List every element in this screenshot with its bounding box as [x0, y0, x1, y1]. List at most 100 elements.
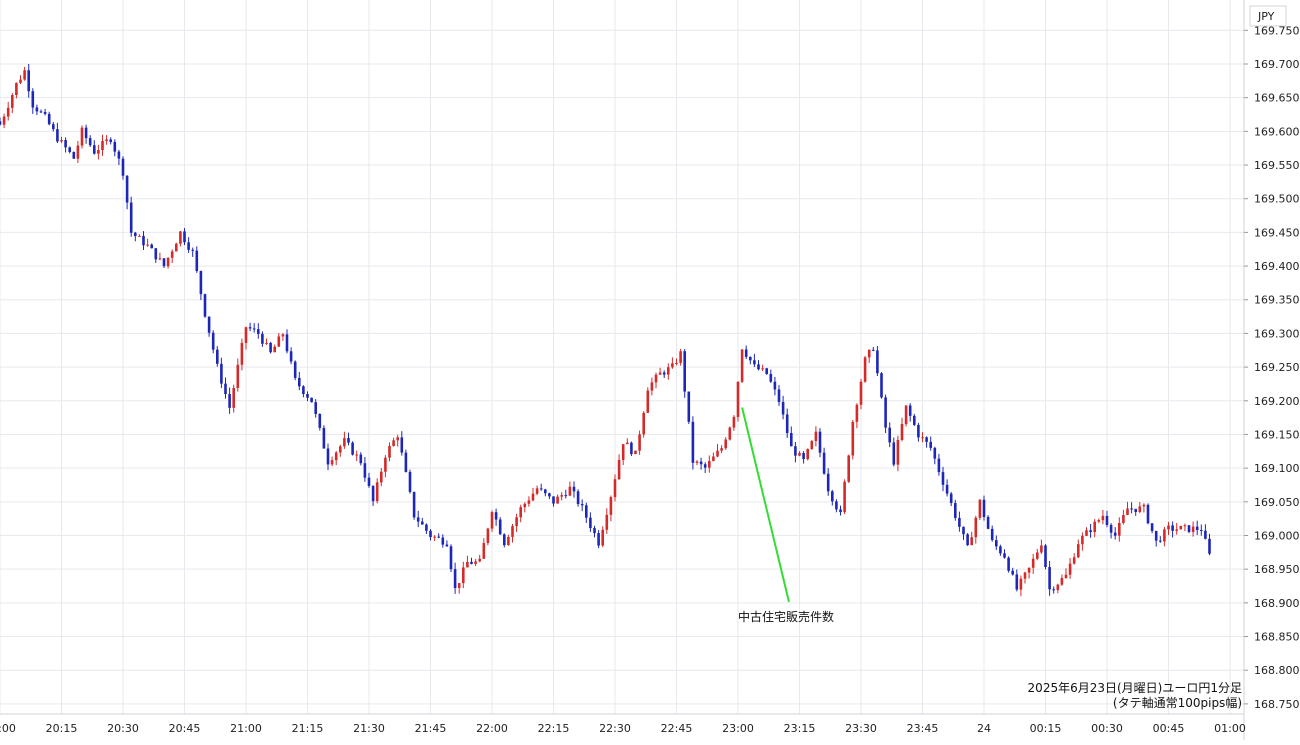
y-tick-label: 168.800	[1254, 664, 1300, 677]
candle-body	[1093, 521, 1096, 532]
candle-body	[437, 536, 440, 538]
candle-body	[494, 512, 498, 520]
candle-body	[1150, 523, 1154, 531]
candle-body	[847, 455, 850, 482]
candle-body	[986, 516, 990, 529]
candle-body	[261, 333, 264, 344]
candle-body	[900, 424, 904, 440]
candle-body	[601, 529, 604, 546]
candle-body	[679, 351, 682, 363]
candle-body	[339, 446, 342, 453]
y-tick-label: 169.150	[1254, 428, 1300, 441]
candle-body	[1130, 508, 1133, 510]
candle-body	[433, 536, 436, 538]
candle-body	[1146, 504, 1150, 524]
candle-body	[199, 271, 203, 295]
candle-body	[531, 493, 535, 501]
candle-body	[954, 503, 957, 518]
candle-body	[790, 433, 793, 447]
candle-body	[298, 377, 301, 387]
candle-body	[236, 364, 240, 388]
candle-body	[1015, 574, 1019, 590]
candle-body	[207, 316, 211, 333]
candle-body	[654, 374, 658, 383]
candle-body	[626, 442, 629, 445]
candle-body	[154, 248, 158, 260]
candle-body	[363, 463, 367, 478]
candle-body	[839, 509, 842, 513]
candle-body	[613, 479, 617, 498]
candle-body	[1068, 563, 1072, 575]
x-tick-label: 23:45	[907, 722, 939, 735]
candle-body	[1089, 530, 1092, 532]
candle-body	[876, 350, 879, 374]
candle-body	[220, 363, 223, 384]
candle-body	[158, 258, 162, 260]
x-tick-label: 00:15	[1030, 722, 1062, 735]
candle-body	[490, 512, 494, 529]
candle-body	[166, 257, 170, 267]
candle-body	[1085, 530, 1088, 536]
candle-body	[777, 389, 781, 402]
candle-body	[466, 561, 469, 568]
candle-body	[380, 471, 383, 483]
candle-body	[1003, 553, 1006, 558]
candle-body	[88, 138, 92, 146]
candle-body	[712, 456, 715, 462]
candle-body	[691, 421, 695, 463]
x-tick-label: 01:00	[1214, 722, 1246, 735]
y-tick-label: 169.750	[1254, 24, 1300, 37]
candle-body	[1040, 545, 1043, 553]
candle-body	[1126, 508, 1129, 516]
candle-body	[568, 486, 572, 496]
candle-body	[908, 405, 912, 416]
chart-caption-line1: 2025年6月23日(月曜日)ユーロ円1分足	[1028, 681, 1242, 695]
candle-body	[1191, 526, 1195, 532]
candle-body	[1195, 526, 1199, 530]
candle-body	[404, 452, 408, 472]
candle-body	[117, 151, 121, 159]
candle-body	[80, 127, 84, 146]
candle-body	[1031, 558, 1035, 568]
y-tick-label: 169.350	[1254, 294, 1300, 307]
candle-body	[872, 349, 875, 351]
candle-body	[708, 461, 711, 468]
candle-body	[121, 158, 125, 176]
candle-body	[343, 438, 346, 447]
x-tick-label: 23:30	[845, 722, 877, 735]
candle-body	[863, 357, 867, 382]
candle-body	[76, 145, 80, 159]
x-tick-label: 23:00	[722, 722, 754, 735]
candle-body	[281, 334, 285, 337]
candle-body	[630, 442, 633, 455]
candle-body	[244, 327, 248, 343]
candle-body	[1044, 545, 1047, 568]
candle-body	[892, 442, 896, 465]
candle-body	[753, 360, 756, 365]
candle-body	[384, 457, 387, 472]
y-tick-label: 168.900	[1254, 597, 1300, 610]
candle-body	[888, 427, 891, 443]
candle-body	[306, 394, 309, 398]
candles	[0, 63, 1211, 597]
y-tick-label: 169.500	[1254, 193, 1300, 206]
candle-body	[917, 424, 920, 438]
candle-body	[851, 421, 855, 456]
candle-body	[548, 493, 551, 497]
currency-label-box	[1249, 5, 1287, 27]
candle-body	[589, 517, 592, 529]
x-tick-label: 20:15	[46, 722, 78, 735]
candle-body	[1011, 570, 1014, 575]
candle-body	[371, 486, 375, 502]
candle-body	[474, 561, 477, 564]
candle-body	[84, 127, 88, 139]
candle-body	[109, 139, 112, 142]
candle-body	[453, 569, 457, 589]
candle-body	[995, 540, 998, 547]
candle-body	[125, 175, 129, 203]
candle-body	[400, 437, 404, 453]
y-tick-label: 168.850	[1254, 631, 1300, 644]
candle-body	[429, 530, 432, 538]
y-tick-label: 169.250	[1254, 361, 1300, 374]
candle-body	[23, 70, 26, 80]
